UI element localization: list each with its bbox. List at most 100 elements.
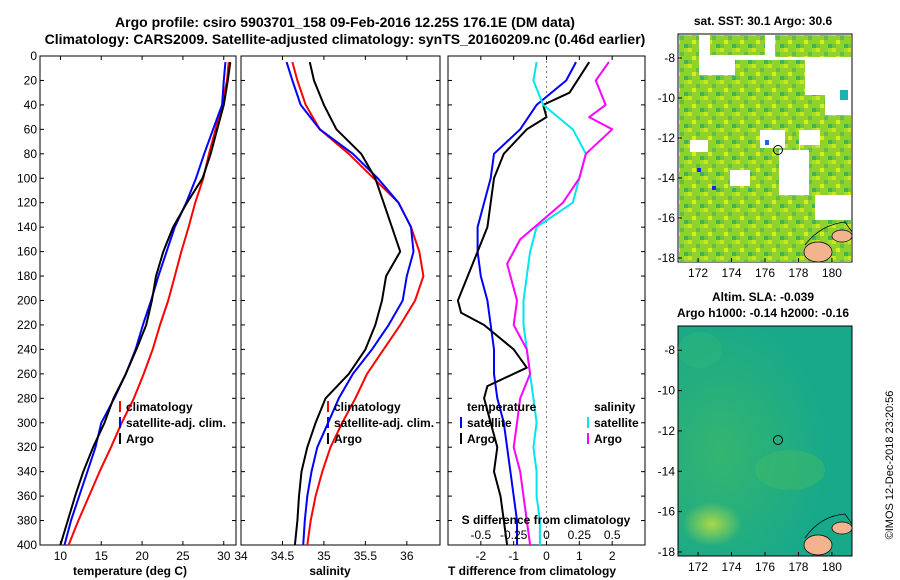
legend-climatology-label: climatology xyxy=(334,400,401,414)
map-x-tick-label: 172 xyxy=(688,266,708,280)
profile-location-marker xyxy=(773,435,783,445)
map-x-tick-label: 180 xyxy=(822,560,842,574)
sst-cool-pixel xyxy=(697,168,701,172)
fiji-land xyxy=(803,534,833,556)
map-y-tick-label: -8 xyxy=(664,51,675,65)
y-tick-label: 320 xyxy=(17,440,37,454)
map-x-tick-label: 176 xyxy=(755,560,775,574)
map-x-tick-label: 172 xyxy=(688,560,708,574)
difference-panel: -2 -1 0 1 2 xyxy=(447,55,646,563)
sst-gap xyxy=(760,130,785,148)
x-tick-label: 20 xyxy=(135,549,149,563)
sst-block xyxy=(679,75,739,105)
sst-map-title: sat. SST: 30.1 Argo: 30.6 xyxy=(694,14,833,28)
sst-block xyxy=(710,35,765,55)
series-line-salinity-satellite xyxy=(522,61,587,545)
legend-argo-label: Argo xyxy=(126,432,154,446)
y-tick-label: 80 xyxy=(24,147,38,161)
difference-xlabel: T difference from climatology xyxy=(448,564,616,578)
legend-t-argo-label: Argo xyxy=(467,432,495,446)
y-tick-label: 200 xyxy=(17,294,37,308)
legend-temperature-title: temperature xyxy=(467,400,537,414)
difference-legend: temperature satellite Argo salinity sate… xyxy=(460,400,639,446)
map-x-tick-label: 176 xyxy=(755,266,775,280)
fiji-land xyxy=(803,241,833,263)
legend-satellite-label: satellite-adj. clim. xyxy=(334,416,434,430)
map-y-tick-label: -18 xyxy=(658,545,676,559)
sst-gap xyxy=(690,140,708,152)
y-tick-label: 60 xyxy=(24,122,38,136)
sst-block xyxy=(679,165,779,262)
plot-frame xyxy=(240,55,441,546)
series-line-temperature-satellite xyxy=(476,61,577,545)
y-tick-label: 140 xyxy=(17,220,37,234)
profile-location-marker xyxy=(773,145,783,155)
map-y-tick-label: -16 xyxy=(658,211,676,225)
map-y-tick-label: -16 xyxy=(658,505,676,519)
y-tick-label: 240 xyxy=(17,342,37,356)
plot-frame xyxy=(39,55,237,546)
sst-gap xyxy=(700,55,730,73)
sla-anomaly xyxy=(755,450,825,490)
temperature-xlabel: temperature (deg C) xyxy=(73,564,187,578)
legend-s-satellite-label: satellite xyxy=(594,416,639,430)
title-line2: Climatology: CARS2009. Satellite-adjuste… xyxy=(45,31,646,47)
s-tick-label: -0.25 xyxy=(500,528,528,542)
map-x-tick-label: 178 xyxy=(788,266,808,280)
x-tick-label: 34.5 xyxy=(271,549,295,563)
x-tick-label: 25 xyxy=(176,549,190,563)
imos-stamp: ©IMOS 12-Dec-2018 23:20:56 xyxy=(884,391,896,540)
fiji-land xyxy=(831,521,853,535)
map-y-tick-label: -12 xyxy=(658,424,676,438)
series-line-temperature-argo xyxy=(456,61,591,546)
y-tick-label: 120 xyxy=(17,196,37,210)
y-tick-label: 100 xyxy=(17,171,37,185)
series-line-argo xyxy=(293,61,402,546)
legend-salinity-title: salinity xyxy=(594,400,636,414)
y-tick-label: 0 xyxy=(30,49,37,63)
legend-climatology-label: climatology xyxy=(126,400,193,414)
s-tick-label: 0.5 xyxy=(604,528,621,542)
map-y-tick-label: -10 xyxy=(658,91,676,105)
sst-cool-pixel xyxy=(712,186,716,190)
temperature-panel: 0 20 40 60 80 100 120 140 160 180 200 220 240 260 280 3… xyxy=(17,49,237,563)
series-line-climatology xyxy=(67,62,230,546)
x-tick-label: 2 xyxy=(609,549,616,563)
sla-map xyxy=(677,325,853,557)
x-tick-label: 1 xyxy=(576,549,583,563)
sst-gap xyxy=(815,195,851,220)
map-y-tick-label: -14 xyxy=(658,464,676,478)
series-line-salinity-argo xyxy=(506,61,614,546)
x-tick-label: 36 xyxy=(400,549,414,563)
legend-s-argo-label: Argo xyxy=(594,432,622,446)
sst-block xyxy=(679,35,699,75)
map-y-tick-label: -10 xyxy=(658,384,676,398)
s-tick-label: 0 xyxy=(543,528,550,542)
x-tick-label: -1 xyxy=(508,549,519,563)
salinity-xlabel: salinity xyxy=(309,564,351,578)
map-x-tick-label: 180 xyxy=(822,266,842,280)
s-difference-axis-label: S difference from climatology xyxy=(462,513,631,527)
sst-map xyxy=(677,33,853,263)
map-y-tick-label: -18 xyxy=(658,251,676,265)
sst-block xyxy=(775,35,851,57)
sst-gap xyxy=(779,150,809,195)
s-difference-ticks: -0.5 -0.25 0 0.25 0.5 xyxy=(470,528,620,542)
legend-argo-label: Argo xyxy=(334,432,362,446)
y-tick-label: 260 xyxy=(17,367,37,381)
y-tick-label: 160 xyxy=(17,245,37,259)
y-tick-label: 20 xyxy=(24,73,38,87)
y-tick-label: 360 xyxy=(17,489,37,503)
reef-outline xyxy=(804,513,853,539)
legend-t-satellite-label: satellite xyxy=(467,416,512,430)
sla-anomaly xyxy=(682,502,742,546)
reef-outline xyxy=(804,221,853,246)
title-line1: Argo profile: csiro 5903701_158 09-Feb-2… xyxy=(115,14,575,30)
x-tick-label: 15 xyxy=(95,549,109,563)
y-tick-label: 220 xyxy=(17,318,37,332)
sla-map-axes: 172 174 176 178 180 -8 -10 -12 -14 -16 -18 xyxy=(658,343,843,574)
salinity-legend: climatology satellite-adj. clim. Argo xyxy=(327,400,434,446)
sst-gap xyxy=(730,170,750,186)
map-x-tick-label: 174 xyxy=(722,560,742,574)
map-x-tick-label: 174 xyxy=(722,266,742,280)
